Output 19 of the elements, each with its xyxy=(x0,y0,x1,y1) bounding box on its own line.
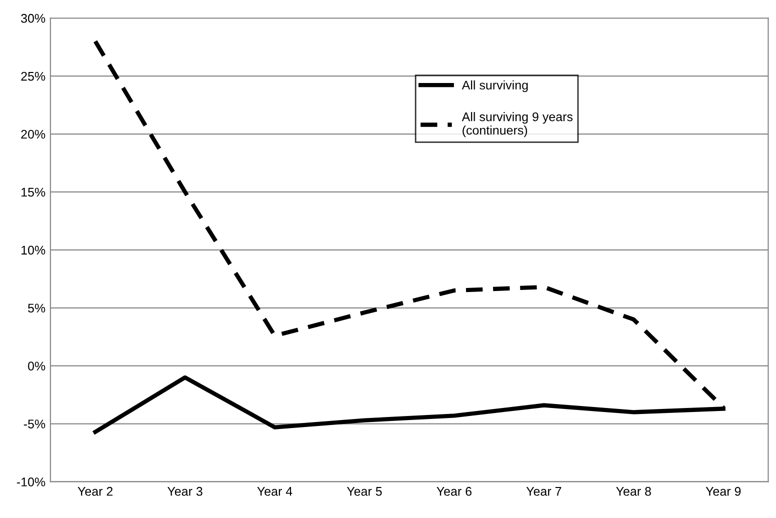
x-tick-label: Year 3 xyxy=(167,486,202,496)
y-tick-label: -10% xyxy=(16,478,46,486)
x-tick-label: Year 2 xyxy=(78,486,113,496)
legend-label: All surviving 9 years (continuers) xyxy=(462,112,573,138)
y-tick-label: 5% xyxy=(28,304,46,313)
y-tick-label: 15% xyxy=(22,188,46,197)
y-tick-label: 30% xyxy=(21,14,46,23)
x-tick-label: Year 4 xyxy=(257,487,292,496)
x-tick-label: Year 5 xyxy=(346,487,382,496)
x-tick-label: Year 8 xyxy=(616,486,651,496)
y-tick-label: 10% xyxy=(22,246,46,255)
x-tick-label: Year 9 xyxy=(706,486,741,496)
y-tick-label: 25% xyxy=(21,72,46,81)
y-tick-label: 20% xyxy=(21,130,46,139)
x-tick-label: Year 7 xyxy=(526,487,562,496)
y-tick-label: -5% xyxy=(24,420,46,428)
x-tick-label: Year 6 xyxy=(436,486,472,496)
legend-label: All surviving xyxy=(462,80,528,92)
y-tick-label: 0% xyxy=(28,362,46,370)
